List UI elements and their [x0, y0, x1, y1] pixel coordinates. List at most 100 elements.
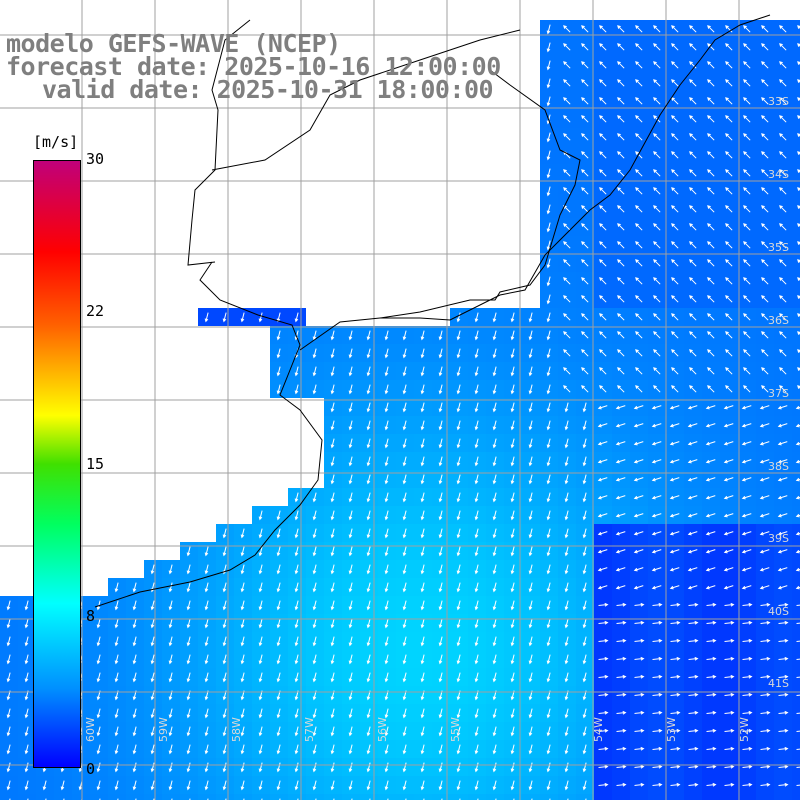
wind-arrow [546, 168, 551, 179]
wind-arrow [795, 549, 800, 554]
wind-cell [792, 254, 800, 272]
wind-arrow [599, 331, 607, 339]
wind-arrow [222, 312, 227, 323]
lat-label: 34S [768, 168, 789, 181]
wind-arrow [598, 656, 609, 661]
wind-arrow [723, 567, 734, 572]
wind-arrow [688, 638, 699, 643]
wind-arrow [795, 495, 800, 500]
wind-arrow [114, 780, 119, 791]
wind-arrow [723, 513, 734, 518]
wind-arrow [669, 405, 680, 410]
wind-arrow [707, 295, 715, 303]
wind-arrow [204, 312, 209, 323]
wind-arrow [706, 656, 717, 661]
wind-arrow [615, 531, 626, 536]
wind-arrow [492, 744, 497, 755]
wind-arrow [582, 402, 587, 413]
wind-arrow [456, 456, 461, 467]
wind-arrow [96, 780, 101, 791]
wind-arrow [546, 600, 551, 611]
wind-arrow [420, 456, 425, 467]
wind-arrow [438, 618, 443, 629]
wind-arrow [599, 241, 607, 249]
wind-arrow [528, 744, 533, 755]
wind-arrow [258, 528, 263, 539]
wind-cell [792, 722, 800, 740]
wind-arrow [563, 259, 571, 267]
wind-arrow [384, 582, 389, 593]
wind-arrow [598, 764, 609, 769]
wind-arrow [24, 762, 29, 773]
wind-arrow [528, 636, 533, 647]
wind-arrow [312, 636, 317, 647]
wind-arrow [402, 564, 407, 575]
wind-arrow [759, 531, 770, 536]
wind-arrow [510, 762, 515, 773]
wind-arrow [599, 277, 607, 285]
wind-arrow [384, 492, 389, 503]
wind-arrow [546, 366, 551, 377]
wind-arrow [706, 710, 717, 715]
wind-cell [378, 794, 396, 800]
wind-arrow [186, 582, 191, 593]
wind-arrow [707, 187, 715, 195]
wind-arrow [330, 744, 335, 755]
wind-cell [720, 794, 738, 800]
wind-arrow [546, 474, 551, 485]
wind-arrow [616, 674, 627, 679]
wind-arrow [689, 295, 697, 303]
wind-arrow [276, 618, 281, 629]
wind-arrow [312, 384, 317, 395]
wind-arrow [546, 510, 551, 521]
wind-arrow [528, 348, 533, 359]
wind-arrow [492, 582, 497, 593]
wind-arrow [222, 744, 227, 755]
wind-arrow [707, 313, 715, 321]
lon-label: 60W [84, 717, 97, 742]
wind-arrow [186, 546, 191, 557]
wind-arrow [384, 402, 389, 413]
wind-arrow [761, 259, 769, 267]
wind-arrow [651, 423, 662, 428]
wind-arrow [330, 618, 335, 629]
wind-arrow [546, 564, 551, 575]
wind-arrow [564, 402, 569, 413]
wind-arrow [258, 672, 263, 683]
wind-arrow [114, 672, 119, 683]
wind-cell [324, 794, 342, 800]
wind-arrow [599, 295, 607, 303]
wind-arrow [723, 477, 734, 482]
wind-arrow [492, 762, 497, 773]
wind-cell [792, 704, 800, 722]
wind-arrow [688, 602, 699, 607]
wind-arrow [599, 61, 607, 69]
wind-arrow [132, 636, 137, 647]
wind-arrow [707, 385, 715, 393]
wind-arrow [294, 366, 299, 377]
lat-label: 36S [768, 314, 789, 327]
wind-arrow [599, 79, 607, 87]
wind-arrow [777, 423, 788, 428]
wind-arrow [312, 546, 317, 557]
wind-arrow [546, 708, 551, 719]
wind-arrow [366, 348, 371, 359]
wind-arrow [563, 367, 571, 375]
wind-arrow [24, 744, 29, 755]
wind-arrow [546, 240, 551, 251]
wind-arrow [742, 728, 753, 733]
wind-arrow [761, 187, 769, 195]
wind-cell [126, 794, 144, 800]
wind-arrow [510, 726, 515, 737]
wind-arrow [599, 313, 607, 321]
wind-arrow [599, 97, 607, 105]
wind-arrow [582, 420, 587, 431]
wind-arrow [420, 708, 425, 719]
wind-arrow [438, 672, 443, 683]
wind-arrow [725, 25, 733, 33]
wind-cell [270, 794, 288, 800]
wind-arrow [671, 331, 679, 339]
wind-arrow [652, 710, 663, 715]
wind-arrow [706, 764, 717, 769]
wind-arrow [240, 600, 245, 611]
